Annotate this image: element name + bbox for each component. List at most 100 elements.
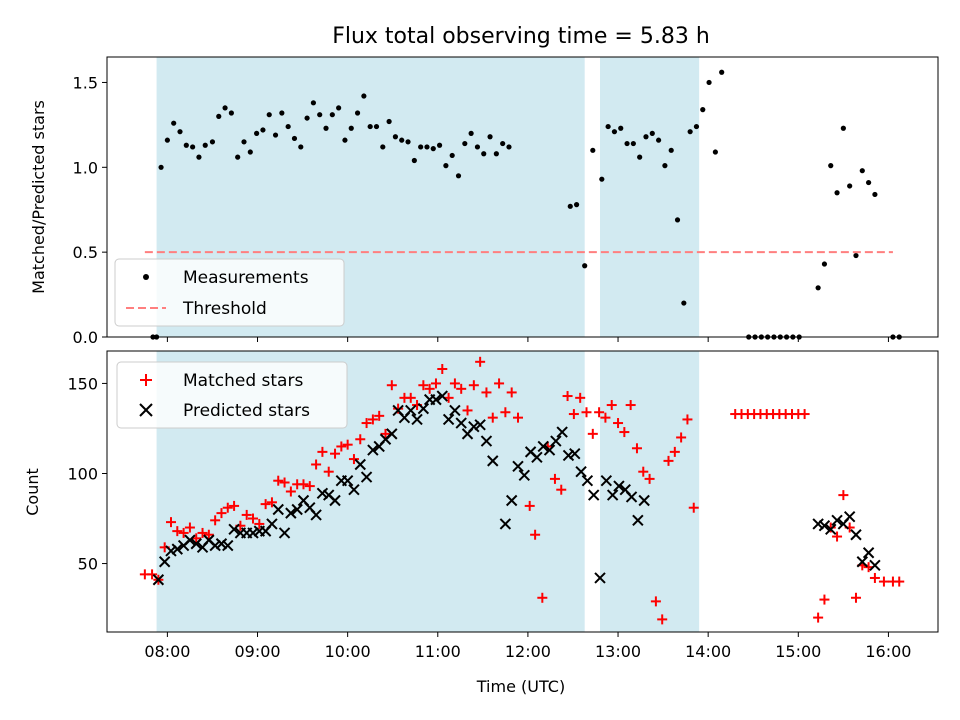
measurement-point — [681, 300, 687, 306]
predicted-star-point — [354, 458, 366, 471]
measurement-point — [700, 107, 706, 113]
measurement-point — [493, 151, 499, 157]
matched-star-point — [487, 412, 498, 423]
predicted-star-point — [812, 518, 824, 530]
top-y-ticks: 0.0 0.5 1.0 1.5 — [73, 73, 107, 347]
bottom-y-ticks: 50 100 150 — [67, 374, 107, 574]
matched-star-point — [216, 508, 227, 519]
matched-star-point — [348, 454, 359, 465]
predicted-star-point — [556, 426, 568, 438]
predicted-star-point — [165, 545, 177, 557]
measurement-point — [329, 112, 335, 118]
matched-star-point — [374, 410, 385, 421]
measurement-point — [693, 123, 700, 130]
y-tick-label: 0.5 — [73, 243, 98, 262]
matched-star-point — [449, 378, 460, 389]
predicted-star-point — [825, 523, 837, 536]
matched-star-point — [878, 576, 889, 587]
y-tick-label: 150 — [67, 374, 98, 393]
matched-star-point — [537, 592, 548, 603]
predicted-star-point — [158, 556, 171, 568]
measurement-point — [719, 69, 725, 75]
predicted-star-point — [329, 494, 341, 507]
x-axis-label: Time (UTC) — [476, 677, 565, 696]
measurement-point — [449, 152, 455, 159]
predicted-star-point — [411, 413, 423, 426]
measurement-point — [436, 142, 443, 148]
matched-star-point — [254, 518, 265, 529]
measurement-point — [815, 285, 821, 291]
predicted-star-point — [550, 435, 562, 447]
bottom-panel: 50 100 150 08:00 09:00 10:00 11:00 12:00 13:00 1… — [23, 350, 939, 696]
matched-star-point — [638, 466, 649, 477]
measurement-point — [202, 142, 208, 148]
predicted-star-point — [850, 529, 862, 541]
predicted-star-point — [228, 523, 240, 536]
bottom-legend: Matched stars Predicted stars — [116, 361, 348, 429]
predicted-star-point — [581, 474, 594, 487]
matched-star-point — [644, 473, 655, 484]
measurement-point — [266, 112, 272, 118]
measurement-point — [158, 164, 164, 170]
top-y-axis-label: Matched/Predicted stars — [29, 100, 48, 294]
predicted-star-point — [190, 538, 202, 550]
predicted-star-point — [613, 480, 625, 492]
predicted-star-point — [499, 518, 512, 530]
matched-star-point — [184, 522, 195, 533]
y-tick-label: 1.5 — [73, 73, 98, 92]
predicted-star-point — [386, 428, 398, 440]
matched-star-point — [241, 509, 252, 520]
matched-star-point — [562, 391, 573, 402]
measurement-point — [582, 263, 588, 269]
top-panel: 0.0 0.5 1.0 1.5 Matched/Predicted stars Mea… — [29, 56, 939, 347]
measurement-point — [235, 154, 241, 160]
x-tick-label: 15:00 — [775, 642, 821, 661]
x-tick-label: 08:00 — [144, 642, 190, 661]
matched-star-point — [850, 592, 861, 603]
matched-star-point — [361, 418, 372, 429]
matched-star-point — [386, 380, 397, 391]
matched-star-point — [838, 490, 849, 501]
measurement-point — [373, 123, 380, 130]
predicted-star-point — [266, 518, 278, 530]
predicted-star-point — [594, 572, 606, 584]
predicted-star-point — [831, 514, 843, 527]
measurement-point — [712, 149, 718, 155]
matched-star-point — [669, 446, 680, 457]
x-tick-label: 13:00 — [595, 642, 641, 661]
measurement-point — [487, 134, 493, 140]
measurement-point — [706, 79, 712, 86]
measurement-point — [655, 137, 662, 143]
measurement-point — [462, 140, 468, 147]
measurement-point — [228, 110, 234, 116]
matched-star-point — [568, 409, 579, 420]
matched-star-point — [165, 517, 176, 528]
predicted-star-point — [575, 465, 587, 478]
matched-star-point — [462, 405, 473, 416]
measurement-point — [298, 144, 304, 150]
measurement-point — [567, 203, 573, 209]
measurement-point — [637, 154, 643, 160]
predicted-star-point — [152, 574, 165, 586]
measurement-point — [411, 157, 417, 164]
measurement-point — [386, 118, 392, 125]
measurement-point — [336, 105, 342, 111]
measurement-point — [254, 130, 260, 136]
measurement-point — [418, 144, 424, 150]
measurement-point — [643, 134, 649, 140]
top-x-ticks — [166, 337, 889, 342]
matched-star-point — [317, 446, 328, 457]
predicted-star-point — [505, 494, 518, 507]
matched-star-point — [323, 466, 334, 477]
measurement-point — [342, 137, 348, 143]
matched-star-point — [475, 356, 486, 367]
matched-star-point — [869, 572, 880, 583]
x-tick-label: 16:00 — [865, 642, 911, 661]
measurement-point — [260, 127, 266, 133]
matched-star-point — [311, 459, 322, 470]
measurement-point — [674, 217, 681, 223]
measurement-point — [361, 93, 367, 99]
legend-matched-marker — [140, 374, 152, 386]
predicted-star-point — [209, 539, 221, 552]
predicted-star-point — [430, 393, 442, 406]
